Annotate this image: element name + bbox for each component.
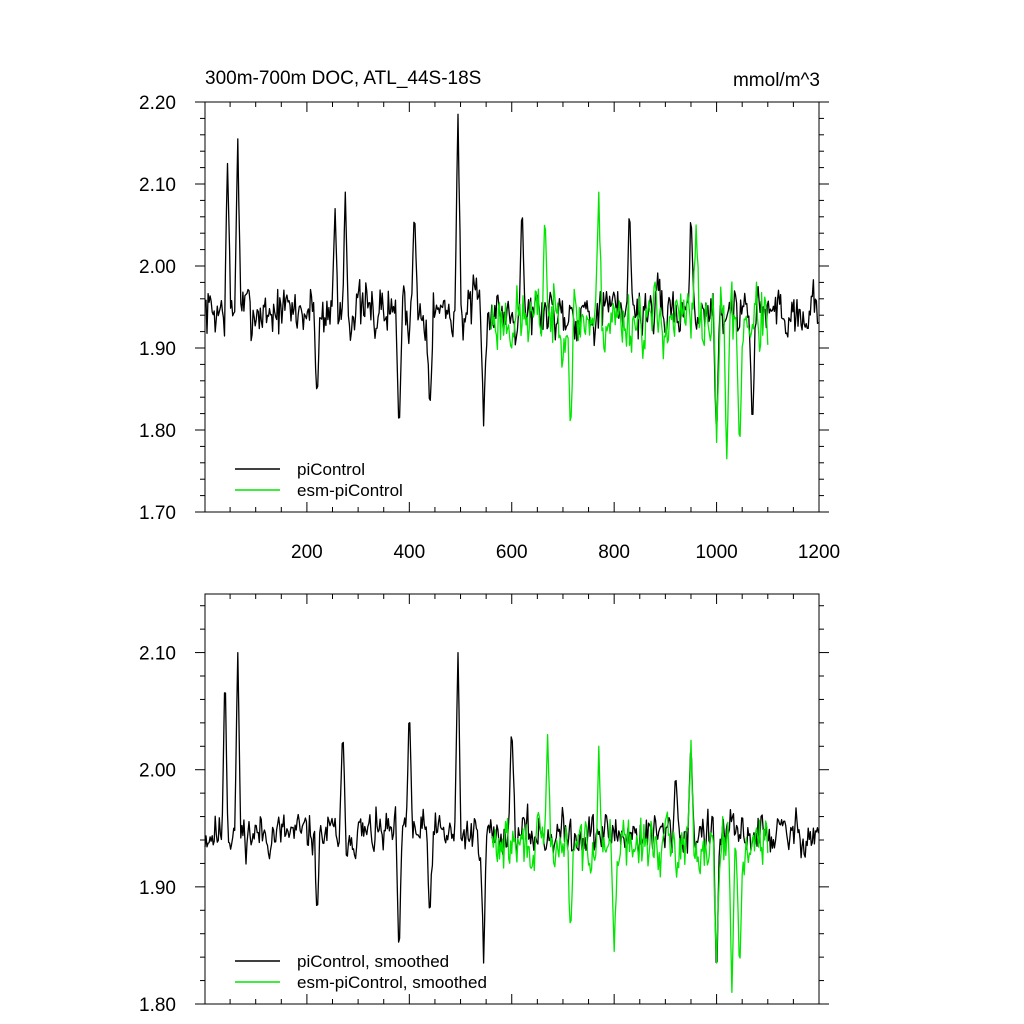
bottom-series-line-picontrol — [204, 651, 820, 964]
bottom-series-line-esm-picontrol — [490, 733, 769, 993]
bottom-legend: piControl, smoothed esm-piControl, smoot… — [235, 952, 487, 992]
top-legend: piControl esm-piControl — [235, 460, 403, 500]
legend-label-esm-picontrol-smoothed: esm-piControl, smoothed — [297, 973, 487, 992]
x-tick-label: 1000 — [695, 542, 737, 563]
y-tick-label: 2.10 — [139, 175, 176, 196]
bottom-plot-frame — [204, 593, 820, 1005]
x-tick-label: 600 — [496, 542, 528, 563]
x-tick-label: 200 — [291, 542, 323, 563]
y-tick-label: 1.90 — [139, 878, 176, 899]
bottom-plot-series — [204, 651, 820, 993]
top-series-line-picontrol — [204, 113, 819, 427]
x-tick-label: 800 — [598, 542, 630, 563]
legend-label-esm-picontrol: esm-piControl — [297, 481, 403, 500]
units-label: mmol/m^3 — [733, 70, 820, 91]
y-tick-label: 2.20 — [139, 93, 176, 114]
y-tick-label: 1.80 — [139, 421, 176, 442]
legend-label-picontrol: piControl — [297, 460, 365, 479]
x-tick-label: 400 — [393, 542, 425, 563]
y-tick-label: 1.70 — [139, 503, 176, 524]
top-axis-ticks: 200 400 600 800 1000 1200 1.70 1.80 1.90 2.00 2.10… — [139, 93, 840, 563]
top-plot-series — [204, 113, 819, 460]
y-tick-label: 1.80 — [139, 995, 176, 1016]
y-tick-label: 2.10 — [139, 644, 176, 665]
top-panel: 300m-700m DOC, ATL_44S-18S mmol/m^3 200 4… — [139, 68, 840, 563]
top-series-line-esm-picontrol — [490, 191, 769, 460]
y-tick-label: 2.00 — [139, 761, 176, 782]
y-tick-label: 2.00 — [139, 257, 176, 278]
legend-label-picontrol-smoothed: piControl, smoothed — [297, 952, 449, 971]
chart-title: 300m-700m DOC, ATL_44S-18S — [205, 68, 481, 89]
bottom-axis-ticks: 1.80 1.90 2.00 2.10 — [139, 594, 829, 1016]
bottom-panel: 1.80 1.90 2.00 2.10 piControl, smoothed esm… — [139, 593, 829, 1016]
y-tick-label: 1.90 — [139, 339, 176, 360]
x-tick-label: 1200 — [798, 542, 840, 563]
